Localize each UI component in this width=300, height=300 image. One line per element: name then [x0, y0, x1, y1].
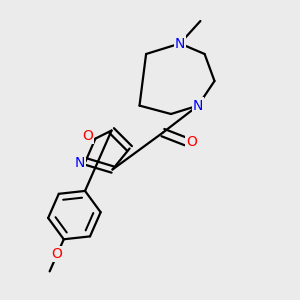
- Text: O: O: [186, 135, 197, 148]
- Text: N: N: [193, 99, 203, 112]
- Text: N: N: [175, 37, 185, 50]
- Text: O: O: [52, 248, 63, 261]
- Text: N: N: [74, 156, 85, 170]
- Text: O: O: [82, 129, 93, 142]
